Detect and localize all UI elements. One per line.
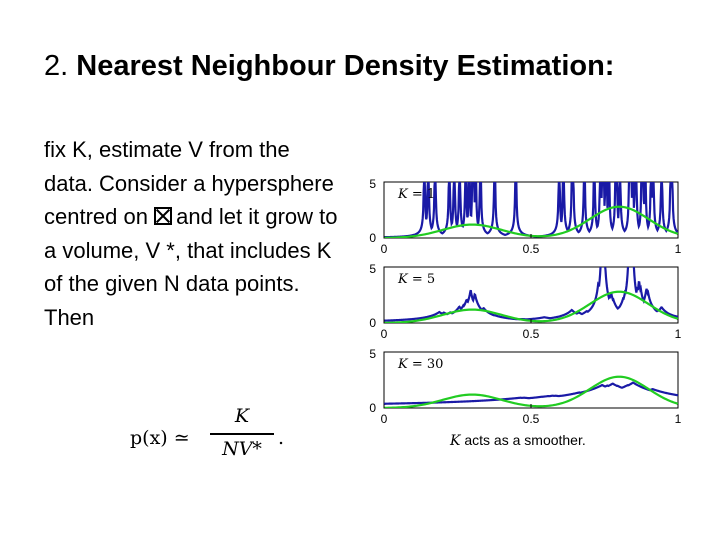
y-tick-label: 5 [369, 347, 376, 361]
body-paragraph: fix K, estimate V from the data. Conside… [44, 133, 344, 334]
x-tick-label: 0 [381, 242, 388, 256]
panel-label-symbol: K [397, 357, 409, 372]
x-tick-label: 1 [675, 412, 682, 426]
formula-trailing: . [278, 427, 285, 449]
paragraph-line1: fix K, estimate V from the data. Conside… [44, 137, 334, 229]
y-tick-label: 0 [369, 316, 376, 330]
y-tick-label: 0 [369, 231, 376, 245]
paragraph-line2: and let it grow to a volume, V *, that i… [44, 204, 338, 330]
x-tick-label: 0.5 [523, 242, 540, 256]
panel-label-value: = 5 [408, 272, 435, 287]
panel-label: K = 30 [397, 357, 443, 372]
x-tick-label: 0.5 [523, 327, 540, 341]
plot-panel: 0 5 0 0.5 1 K = 30 [369, 347, 681, 426]
y-tick-label: 0 [369, 401, 376, 415]
y-tick-label: 5 [369, 177, 376, 191]
panel-label-value: = 30 [408, 357, 444, 372]
panel-label: K = 5 [397, 272, 435, 287]
panel-label-symbol: K [397, 272, 409, 287]
y-tick-label: 5 [369, 262, 376, 276]
formula-numerator: K [234, 405, 250, 427]
x-tick-label: 0.5 [523, 412, 540, 426]
fraction-bar [210, 433, 274, 435]
formula-fraction: K NV* [210, 405, 274, 460]
x-tick-label: 0 [381, 412, 388, 426]
plot-panel: 0 5 0 0.5 1 K = 5 [369, 262, 681, 341]
x-tick-label: 1 [675, 327, 682, 341]
formula-denominator: NV* [222, 437, 262, 460]
caption-text: acts as a smoother. [464, 432, 586, 448]
title-number: 2. [44, 50, 69, 82]
x-tick-label: 0 [381, 327, 388, 341]
panel-label: K = 1 [397, 187, 435, 202]
x-vector-icon [154, 207, 173, 225]
caption-symbol: K [450, 433, 461, 449]
figure-caption: K acts as a smoother. [450, 432, 586, 449]
panel-label-value: = 1 [408, 187, 435, 202]
panel-label-symbol: K [397, 187, 409, 202]
title-text: Nearest Neighbour Density Estimation: [76, 50, 615, 82]
plot-panel: 0 5 0 0.5 1 K = 1 [369, 177, 681, 256]
panel-frame [383, 266, 679, 324]
slide-title: 2. Nearest Neighbour Density Estimation: [44, 50, 614, 83]
formula-lhs: p(x) ≃ [130, 427, 190, 449]
x-tick-label: 1 [675, 242, 682, 256]
